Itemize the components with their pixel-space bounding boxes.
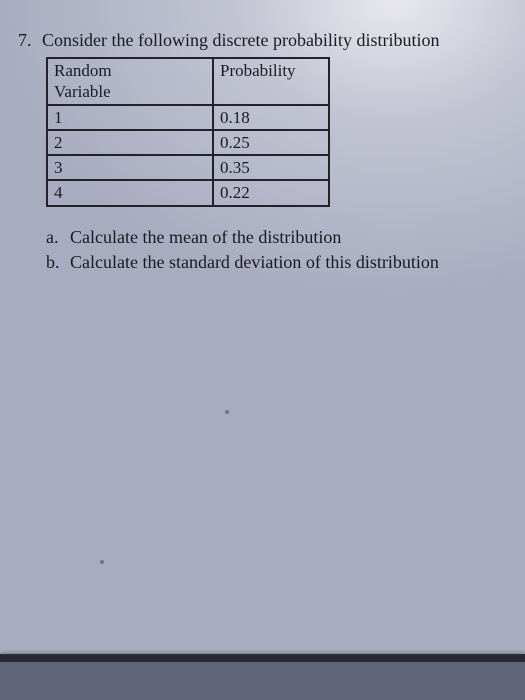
cell-p: 0.25 [213,130,329,155]
question-number: 7. [18,30,42,51]
monitor-bezel-bar [0,654,525,662]
table-header-row: RandomVariable Probability [47,58,329,105]
page-content: 7. Consider the following discrete proba… [0,0,525,275]
probability-table: RandomVariable Probability 1 0.18 2 0.25… [46,57,330,207]
subpart-letter: b. [46,250,70,275]
cell-p: 0.35 [213,155,329,180]
header-random-variable: RandomVariable [47,58,213,105]
dust-speck [100,560,104,564]
subpart-text: Calculate the mean of the distribution [70,225,341,250]
subpart-b: b. Calculate the standard deviation of t… [46,250,507,275]
table-row: 4 0.22 [47,180,329,205]
table-row: 2 0.25 [47,130,329,155]
question-line: 7. Consider the following discrete proba… [18,30,507,51]
table-row: 3 0.35 [47,155,329,180]
table-row: 1 0.18 [47,105,329,130]
subpart-text: Calculate the standard deviation of this… [70,250,439,275]
question-prompt: Consider the following discrete probabil… [42,30,507,51]
subparts-list: a. Calculate the mean of the distributio… [46,225,507,275]
dust-speck [225,410,229,414]
header-probability: Probability [213,58,329,105]
cell-p: 0.18 [213,105,329,130]
cell-p: 0.22 [213,180,329,205]
cell-rv: 4 [47,180,213,205]
cell-rv: 1 [47,105,213,130]
monitor-below [0,662,525,700]
subpart-a: a. Calculate the mean of the distributio… [46,225,507,250]
cell-rv: 2 [47,130,213,155]
cell-rv: 3 [47,155,213,180]
subpart-letter: a. [46,225,70,250]
